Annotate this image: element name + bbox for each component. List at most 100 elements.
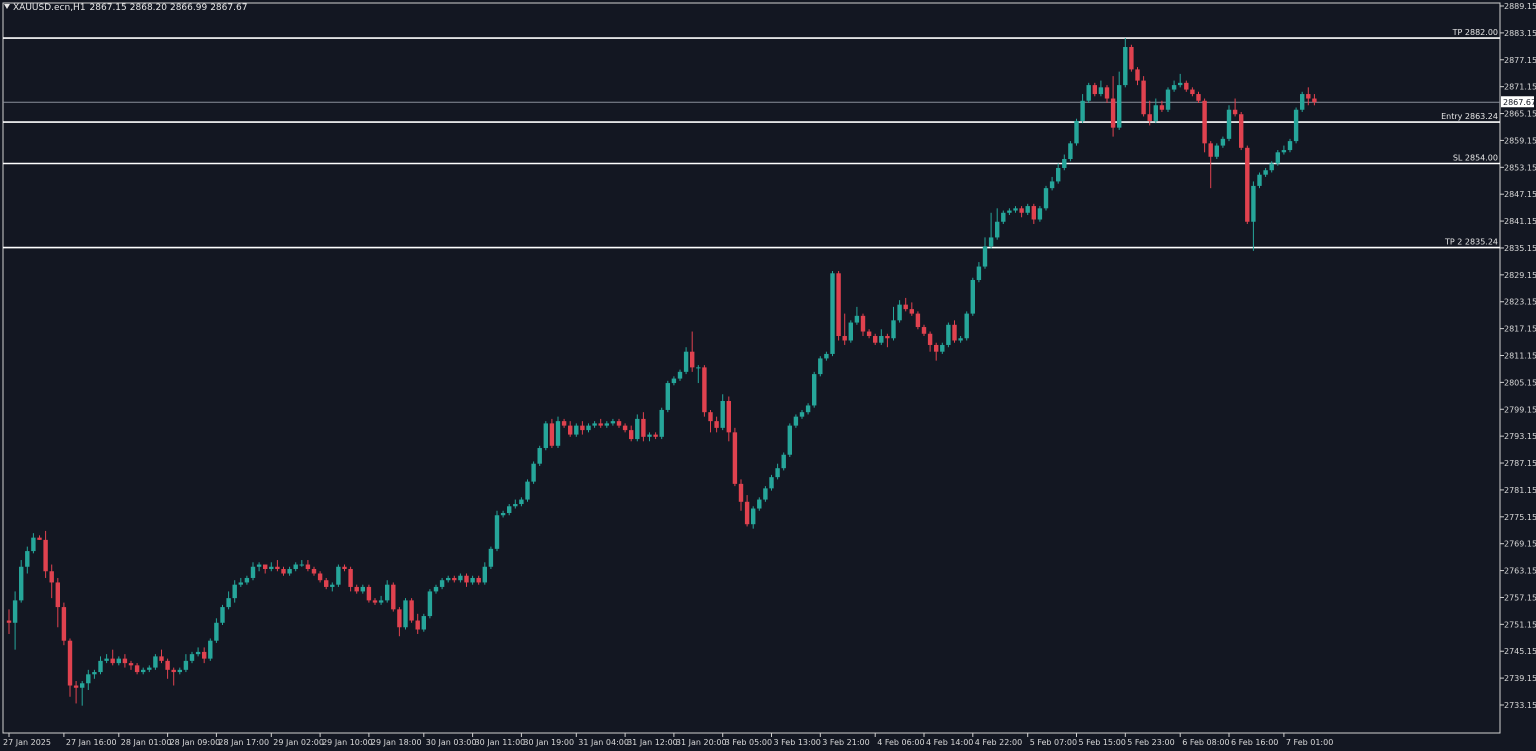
candle-body[interactable] xyxy=(1208,143,1213,157)
candle-body[interactable] xyxy=(165,660,170,670)
candle-body[interactable] xyxy=(592,423,597,426)
candle-body[interactable] xyxy=(805,405,811,413)
candle-body[interactable] xyxy=(311,569,317,574)
candle-body[interactable] xyxy=(934,344,939,352)
candle-body[interactable] xyxy=(183,660,189,670)
candle-body[interactable] xyxy=(360,586,365,592)
candle-body[interactable] xyxy=(714,421,719,428)
candle-body[interactable] xyxy=(519,499,524,505)
candle-body[interactable] xyxy=(903,304,908,310)
candle-body[interactable] xyxy=(1178,82,1183,86)
candle-body[interactable] xyxy=(915,313,921,328)
candle-body[interactable] xyxy=(1043,188,1049,209)
candle-body[interactable] xyxy=(1086,85,1091,101)
candle-body[interactable] xyxy=(226,598,231,608)
candle-body[interactable] xyxy=(610,421,616,424)
candle-body[interactable] xyxy=(1196,94,1201,101)
candle-body[interactable] xyxy=(781,454,786,469)
candle-body[interactable] xyxy=(1056,167,1061,182)
candle-body[interactable] xyxy=(1269,163,1274,171)
candle-body[interactable] xyxy=(232,584,237,599)
candle-body[interactable] xyxy=(415,620,420,630)
candle-body[interactable] xyxy=(378,600,384,603)
candle-body[interactable] xyxy=(775,468,780,478)
candle-body[interactable] xyxy=(122,658,128,664)
candle-body[interactable] xyxy=(830,273,835,354)
candle-body[interactable] xyxy=(1306,94,1311,99)
candle-body[interactable] xyxy=(1281,150,1287,153)
candle-body[interactable] xyxy=(757,499,762,509)
candle-body[interactable] xyxy=(86,674,91,684)
candle-body[interactable] xyxy=(287,569,292,574)
candle-body[interactable] xyxy=(1117,85,1122,128)
candle-body[interactable] xyxy=(702,367,707,413)
candle-body[interactable] xyxy=(104,658,109,661)
candle-body[interactable] xyxy=(250,566,256,578)
candle-body[interactable] xyxy=(818,358,823,375)
candle-body[interactable] xyxy=(1257,174,1262,186)
candle-body[interactable] xyxy=(580,425,585,431)
candle-body[interactable] xyxy=(470,577,475,583)
candle-body[interactable] xyxy=(732,432,738,484)
candle-body[interactable] xyxy=(366,586,372,601)
candle-body[interactable] xyxy=(1287,141,1293,151)
candle-body[interactable] xyxy=(1190,89,1195,95)
candle-body[interactable] xyxy=(305,564,311,570)
candle-body[interactable] xyxy=(549,423,555,446)
candle-body[interactable] xyxy=(860,315,866,332)
candle-body[interactable] xyxy=(116,658,121,664)
candle-body[interactable] xyxy=(488,548,494,567)
dropdown-triangle-icon[interactable] xyxy=(4,4,10,9)
candle-body[interactable] xyxy=(31,537,36,552)
candle-body[interactable] xyxy=(134,665,140,673)
candle-body[interactable] xyxy=(964,313,969,339)
candle-body[interactable] xyxy=(354,586,359,592)
candle-body[interactable] xyxy=(836,273,841,337)
candle-body[interactable] xyxy=(824,353,829,359)
candle-body[interactable] xyxy=(622,425,628,431)
candle-body[interactable] xyxy=(1153,105,1158,121)
candle-body[interactable] xyxy=(1147,114,1152,121)
candle-body[interactable] xyxy=(531,463,536,482)
candle-body[interactable] xyxy=(446,577,451,581)
candle-body[interactable] xyxy=(568,425,573,435)
candle-body[interactable] xyxy=(940,344,945,352)
candle-body[interactable] xyxy=(12,600,18,623)
candle-body[interactable] xyxy=(1293,109,1299,142)
candle-body[interactable] xyxy=(25,551,30,567)
candle-body[interactable] xyxy=(1312,98,1317,103)
candle-body[interactable] xyxy=(195,651,201,655)
candle-body[interactable] xyxy=(293,564,298,570)
candle-body[interactable] xyxy=(1019,208,1024,213)
candle-body[interactable] xyxy=(738,483,744,502)
candle-body[interactable] xyxy=(263,564,268,570)
candle-body[interactable] xyxy=(793,416,799,426)
candle-body[interactable] xyxy=(49,571,54,583)
candle-body[interactable] xyxy=(433,586,439,592)
candle-body[interactable] xyxy=(1013,208,1018,211)
candle-body[interactable] xyxy=(1226,109,1232,139)
candle-body[interactable] xyxy=(854,315,860,323)
candle-body[interactable] xyxy=(799,412,805,417)
candle-body[interactable] xyxy=(397,609,402,628)
candle-body[interactable] xyxy=(1214,145,1219,157)
candle-body[interactable] xyxy=(214,622,219,641)
candle-body[interactable] xyxy=(513,504,518,507)
candle-body[interactable] xyxy=(1251,185,1256,222)
candle-body[interactable] xyxy=(464,575,469,583)
candle-body[interactable] xyxy=(494,515,500,549)
candle-body[interactable] xyxy=(885,336,890,339)
candle-body[interactable] xyxy=(946,324,951,345)
candle-body[interactable] xyxy=(690,351,695,368)
candle-body[interactable] xyxy=(1165,89,1171,110)
candle-body[interactable] xyxy=(67,640,73,686)
candle-body[interactable] xyxy=(61,607,67,641)
candle-body[interactable] xyxy=(220,607,225,623)
candle-body[interactable] xyxy=(574,425,579,435)
candle-body[interactable] xyxy=(537,448,542,464)
candle-body[interactable] xyxy=(1007,210,1012,213)
candle-body[interactable] xyxy=(256,564,262,567)
candle-body[interactable] xyxy=(671,378,677,384)
candle-body[interactable] xyxy=(43,539,48,572)
